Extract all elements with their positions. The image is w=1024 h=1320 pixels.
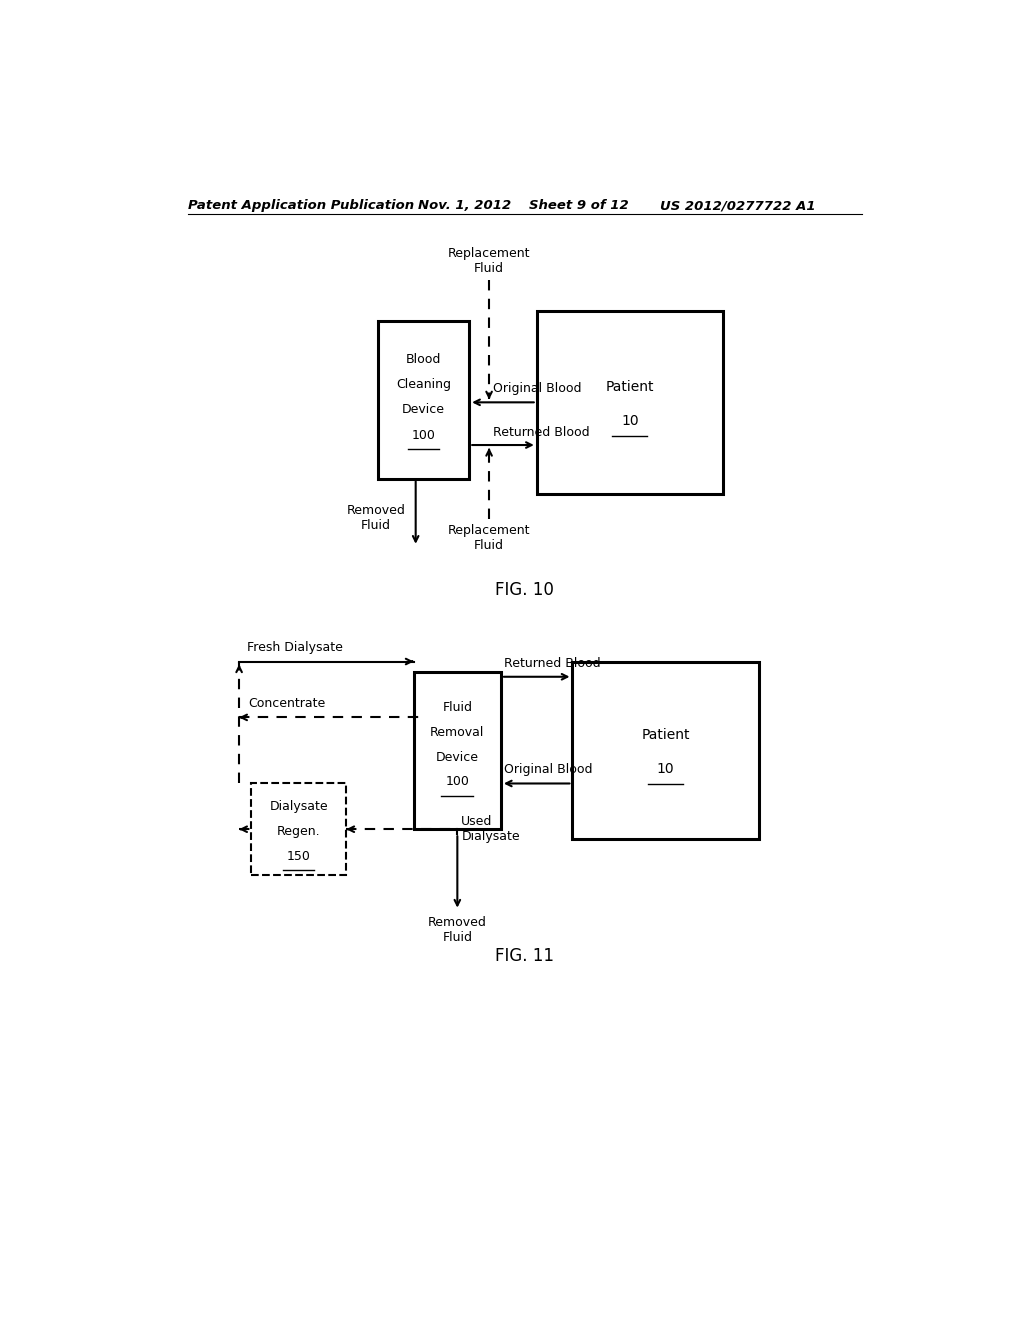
Text: Removal: Removal [430,726,484,739]
Text: Replacement
Fluid: Replacement Fluid [447,247,530,276]
Text: 150: 150 [287,850,310,863]
Text: Removed
Fluid: Removed Fluid [346,504,406,532]
Text: Sheet 9 of 12: Sheet 9 of 12 [528,199,629,213]
Bar [414,672,501,829]
Text: Removed
Fluid: Removed Fluid [428,916,486,944]
Text: Dialysate: Dialysate [269,800,328,813]
Text: Blood: Blood [406,352,441,366]
Text: Nov. 1, 2012: Nov. 1, 2012 [418,199,511,213]
Text: 10: 10 [656,762,675,776]
Bar [378,321,469,479]
Bar [251,784,346,875]
Text: Concentrate: Concentrate [249,697,326,710]
Text: 100: 100 [445,775,469,788]
Bar [537,312,723,494]
Text: Regen.: Regen. [276,825,321,838]
Text: Device: Device [436,751,479,764]
Text: Device: Device [402,404,445,416]
Text: FIG. 10: FIG. 10 [496,581,554,599]
Text: US 2012/0277722 A1: US 2012/0277722 A1 [659,199,815,213]
Text: Fresh Dialysate: Fresh Dialysate [247,642,343,655]
Text: Original Blood: Original Blood [494,383,582,395]
Text: FIG. 11: FIG. 11 [496,948,554,965]
Bar [572,661,759,840]
Text: Patient: Patient [606,380,654,395]
Text: Patient: Patient [641,729,690,742]
Text: Returned Blood: Returned Blood [504,656,601,669]
Text: Used
Dialysate: Used Dialysate [461,816,520,843]
Text: Original Blood: Original Blood [504,763,593,776]
Text: Fluid: Fluid [442,701,472,714]
Text: Replacement
Fluid: Replacement Fluid [447,524,530,552]
Text: Returned Blood: Returned Blood [494,426,590,440]
Text: 100: 100 [412,429,435,442]
Text: Patent Application Publication: Patent Application Publication [187,199,414,213]
Text: 10: 10 [622,413,639,428]
Text: Cleaning: Cleaning [396,378,452,391]
